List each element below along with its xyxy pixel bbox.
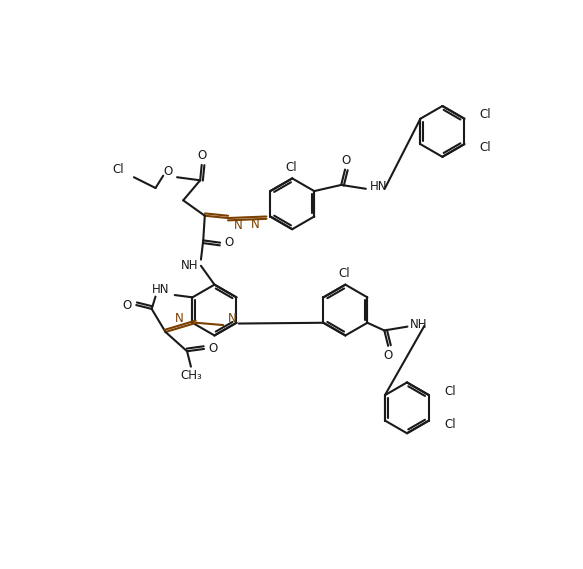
Text: Cl: Cl: [338, 267, 350, 281]
Text: N: N: [228, 312, 237, 325]
Text: HN: HN: [370, 180, 387, 193]
Text: N: N: [251, 218, 260, 230]
Text: O: O: [384, 349, 393, 362]
Text: Cl: Cl: [444, 385, 456, 398]
Text: N: N: [234, 219, 243, 232]
Text: O: O: [209, 343, 218, 356]
Text: Cl: Cl: [444, 418, 456, 431]
Text: Cl: Cl: [113, 163, 124, 176]
Text: N: N: [175, 312, 184, 325]
Text: NH: NH: [410, 318, 428, 331]
Text: Cl: Cl: [480, 142, 491, 154]
Text: HN: HN: [152, 283, 169, 296]
Text: NH: NH: [181, 259, 198, 273]
Text: Cl: Cl: [285, 161, 297, 174]
Text: CH₃: CH₃: [180, 369, 202, 382]
Text: O: O: [163, 164, 173, 178]
Text: Cl: Cl: [480, 108, 491, 121]
Text: O: O: [122, 299, 132, 312]
Text: O: O: [225, 236, 234, 249]
Text: O: O: [197, 149, 206, 162]
Text: O: O: [341, 154, 350, 167]
